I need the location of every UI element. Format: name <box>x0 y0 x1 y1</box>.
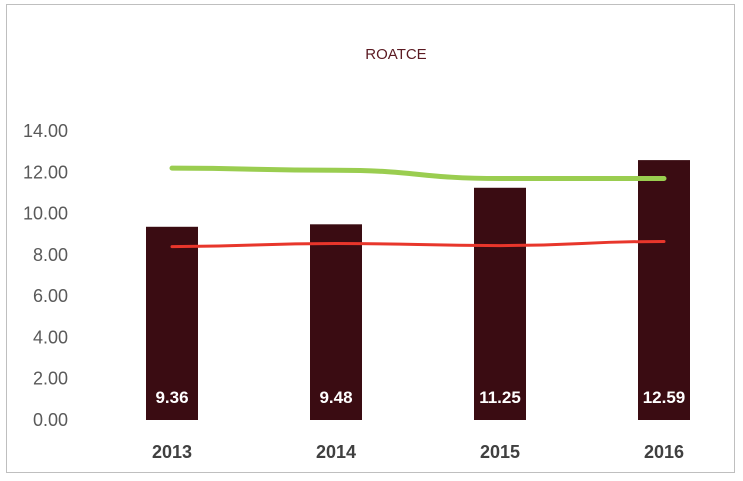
x-tick-label: 2015 <box>480 442 520 462</box>
y-tick-label: 10.00 <box>23 204 68 224</box>
line-series-2 <box>169 165 667 181</box>
y-tick-label: 0.00 <box>33 410 68 430</box>
y-axis: 0.00 2.00 4.00 6.00 8.00 10.00 12.00 14.00 <box>23 121 68 430</box>
y-tick-label: 14.00 <box>23 121 68 141</box>
data-label-2014: 9.48 <box>319 388 352 407</box>
chart-frame <box>6 4 735 473</box>
x-tick-label: 2014 <box>316 442 356 462</box>
x-tick-label: 2016 <box>644 442 684 462</box>
data-label-2016: 12.59 <box>643 388 686 407</box>
y-tick-label: 8.00 <box>33 245 68 265</box>
bar-2015 <box>474 187 526 420</box>
chart-title: ROATCE <box>365 46 426 63</box>
data-label-2015: 11.25 <box>479 388 521 407</box>
data-labels: 9.36 9.48 11.25 12.59 <box>155 388 685 407</box>
x-tick-label: 2013 <box>152 442 192 462</box>
x-axis: 2013 2014 2015 2016 <box>152 442 684 462</box>
line-series <box>169 165 667 249</box>
y-tick-label: 2.00 <box>33 369 68 389</box>
bar-series <box>146 160 690 420</box>
line-series-1 <box>170 239 666 249</box>
y-tick-label: 4.00 <box>33 327 68 347</box>
bar-2014 <box>310 224 362 420</box>
bar-2016 <box>638 160 690 420</box>
data-label-2013: 9.36 <box>155 388 188 407</box>
bar-2013 <box>146 226 198 420</box>
y-tick-label: 12.00 <box>23 162 68 182</box>
y-tick-label: 6.00 <box>33 286 68 306</box>
